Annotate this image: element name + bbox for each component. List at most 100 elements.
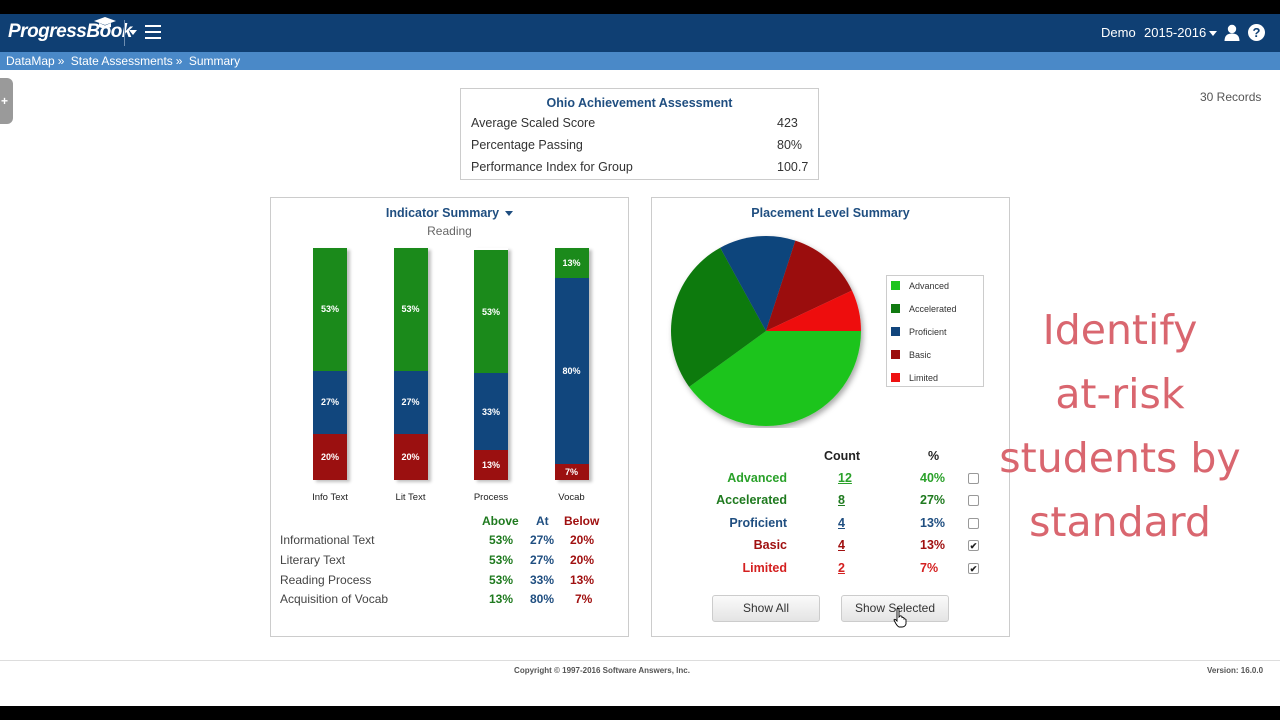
bar-segment: 7% — [554, 463, 589, 480]
year-caret-icon[interactable] — [1209, 31, 1217, 36]
legend-swatch — [891, 327, 900, 336]
breadcrumb-state-assessments[interactable]: State Assessments — [70, 54, 173, 68]
placement-percent: 27% — [920, 493, 946, 508]
placement-level-label: Accelerated — [716, 493, 787, 508]
placement-count-link[interactable]: 8 — [838, 493, 845, 508]
legend-item-accelerated: Accelerated — [891, 304, 957, 314]
below-value: 13% — [570, 573, 595, 587]
at-value: 80% — [530, 592, 555, 606]
legend-swatch — [891, 281, 900, 290]
assessment-row-value: 80% — [777, 138, 803, 152]
select-checkbox[interactable] — [968, 517, 979, 529]
at-value: 27% — [530, 533, 555, 547]
bar-segment: 53% — [393, 248, 428, 371]
pie-slice-accelerated[interactable] — [671, 247, 766, 387]
placement-percent: 7% — [920, 560, 939, 575]
menu-icon[interactable] — [145, 25, 161, 39]
bar-segment: 20% — [393, 433, 428, 480]
bar-lit-text[interactable]: 20% 27% 53% — [393, 248, 428, 480]
indicator-summary-title: Indicator Summary — [385, 206, 500, 220]
below-value: 20% — [570, 533, 595, 547]
bar-vocab[interactable]: 7% 80% 13% — [554, 248, 589, 480]
breadcrumb-datamap[interactable]: DataMap — [6, 54, 55, 68]
data-label: 33% — [481, 406, 500, 417]
show-selected-button[interactable]: Show Selected — [841, 595, 949, 622]
data-label: 20% — [320, 451, 339, 462]
table-row: Literary Text 53% 27% 20% — [280, 553, 620, 567]
copyright-text: Copyright © 1997-2016 Software Answers, … — [514, 666, 690, 675]
assessment-row-value: 100.7 — [777, 160, 809, 174]
legend-label: Accelerated — [909, 304, 957, 314]
select-checkbox[interactable] — [968, 473, 979, 484]
pie-legend: Advanced Accelerated Proficient Basic Li… — [886, 275, 984, 387]
legend-swatch — [891, 304, 900, 313]
indicator-subtitle: Reading — [427, 224, 472, 238]
list-item: Accelerated 8 27% — [652, 493, 1009, 513]
placement-level-label: Proficient — [729, 515, 787, 530]
user-name[interactable]: Demo — [1101, 25, 1136, 40]
assessment-row: Performance Index for Group 100.7 — [471, 160, 811, 174]
select-checkbox[interactable] — [968, 495, 979, 507]
data-label: 13% — [562, 258, 581, 269]
placement-percent: 13% — [920, 538, 946, 553]
placement-level-label: Advanced — [727, 471, 787, 485]
overlay-line: students by — [999, 434, 1241, 482]
placement-count-link[interactable]: 4 — [838, 515, 845, 530]
indicator-summary-dropdown[interactable]: Indicator Summary — [271, 206, 628, 220]
pie-slice-limited[interactable] — [766, 290, 861, 331]
placement-summary-title: Placement Level Summary — [751, 206, 910, 220]
data-label: 13% — [481, 459, 500, 470]
bar-process[interactable]: 13% 33% 53% — [474, 248, 508, 480]
bar-segment: 27% — [313, 370, 347, 434]
school-year-selector[interactable]: 2015-2016 — [1144, 25, 1207, 40]
count-header: Count — [824, 449, 861, 463]
breadcrumb-summary: Summary — [188, 54, 241, 68]
bar-segment: 53% — [313, 248, 347, 371]
legend-swatch — [891, 350, 900, 359]
data-label: 27% — [401, 397, 420, 408]
header-at: At — [536, 514, 549, 528]
placement-level-label: Basic — [753, 538, 787, 553]
assessment-row-label: Average Scaled Score — [471, 116, 596, 130]
user-icon[interactable] — [1224, 24, 1240, 41]
show-all-button[interactable]: Show All — [712, 595, 820, 622]
tick-label: Process — [473, 492, 509, 503]
side-panel-toggle[interactable]: + — [0, 78, 13, 124]
bar-segment: 13% — [474, 449, 508, 480]
list-item: Basic 4 13% ✔ — [652, 538, 1009, 558]
placement-count-link[interactable]: 2 — [838, 560, 845, 575]
placement-count-link[interactable]: 12 — [838, 471, 852, 485]
list-item: Proficient 4 13% — [652, 516, 1009, 536]
at-value: 27% — [530, 553, 555, 567]
select-checkbox[interactable]: ✔ — [968, 540, 979, 552]
data-label: 7% — [564, 466, 578, 477]
overlay-line: at-risk — [1055, 370, 1185, 418]
placement-count-link[interactable]: 4 — [838, 538, 845, 553]
list-item: Limited 2 7% ✔ — [652, 561, 1009, 581]
bar-segment: 80% — [554, 278, 589, 464]
bar-segment: 20% — [313, 433, 347, 480]
bar-info-text[interactable]: 20% 27% 53% — [313, 248, 347, 480]
placement-summary-panel: Placement Level Summary Advanced Acceler… — [651, 197, 1010, 637]
app-switcher-caret-icon[interactable] — [129, 30, 137, 35]
below-value: 20% — [570, 553, 595, 567]
placement-pie-chart — [671, 236, 861, 426]
table-row: Reading Process 53% 33% 13% — [280, 573, 620, 587]
indicator-label: Literary Text — [280, 553, 346, 567]
legend-item-basic: Basic — [891, 350, 931, 360]
pie-slice-advanced[interactable] — [689, 331, 861, 426]
pie-slice-basic[interactable] — [766, 240, 852, 331]
help-icon[interactable]: ? — [1248, 24, 1265, 41]
at-value: 33% — [530, 573, 555, 587]
above-value: 53% — [489, 533, 514, 547]
pie-slice-proficient[interactable] — [720, 236, 796, 331]
tick-label: Vocab — [558, 492, 585, 503]
select-checkbox[interactable]: ✔ — [968, 562, 979, 574]
indicator-label: Reading Process — [280, 573, 372, 587]
above-value: 13% — [489, 592, 514, 606]
table-row: Informational Text 53% 27% 20% — [280, 533, 620, 547]
chevron-down-icon — [505, 211, 514, 217]
assessment-row-label: Percentage Passing — [471, 138, 583, 152]
overlay-line: standard — [1029, 498, 1211, 546]
footer-divider — [0, 660, 1280, 661]
